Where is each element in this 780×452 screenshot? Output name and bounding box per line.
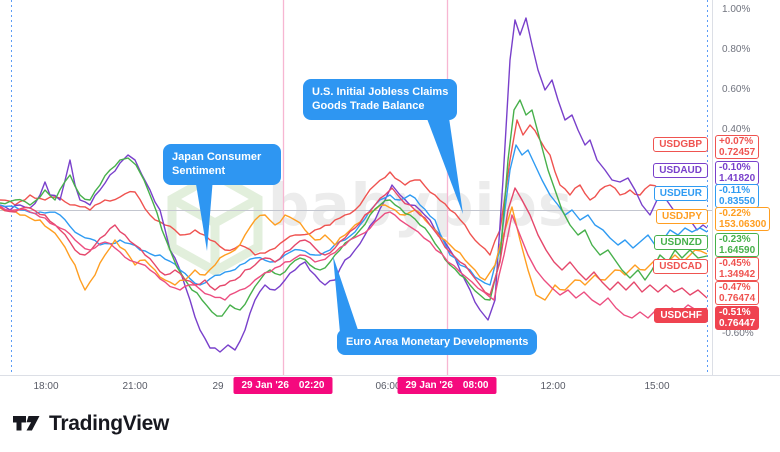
series-line-usdgbp[interactable]: [0, 119, 708, 256]
series-line-usdchf[interactable]: [0, 205, 708, 319]
event-badge-text: 29 Jan '26: [405, 380, 453, 391]
price-label-usdaud[interactable]: -0.10% 1.41820: [715, 161, 760, 185]
event-time-badge[interactable]: 29 Jan '26 02:20: [233, 377, 333, 394]
price-axis-tick: 0.40%: [722, 124, 751, 135]
time-axis-tick: 12:00: [540, 381, 566, 392]
price-label-line: -0.22%: [719, 208, 751, 219]
price-axis[interactable]: 1.00% 0.80% 0.60% 0.40% -0.60% +0.07% 0.72457-…: [712, 0, 780, 375]
price-label-line: 1.34942: [719, 269, 756, 280]
time-axis-tick: 15:00: [644, 381, 670, 392]
event-time-badge[interactable]: 29 Jan '26 08:00: [397, 377, 497, 394]
price-label-line: -0.10%: [719, 162, 751, 173]
price-label-line: -0.23%: [719, 234, 751, 245]
price-label-unnamed[interactable]: -0.47% 0.76474: [715, 281, 760, 305]
time-axis-tick: 21:00: [122, 381, 148, 392]
price-label-line: 153.06300: [719, 219, 767, 230]
us-callout-pointer: [426, 104, 463, 214]
price-axis-tick: 0.60%: [722, 84, 751, 95]
price-label-line: 0.83550: [719, 196, 756, 207]
price-axis-tick: -0.60%: [722, 328, 754, 339]
callout-us-line1: U.S. Initial Jobless Claims: [312, 86, 449, 98]
series-line-usdaud[interactable]: [0, 17, 708, 353]
callout-euro-monetary-developments[interactable]: Euro Area Monetary Developments: [337, 329, 538, 356]
callout-us-line2: Goods Trade Balance: [312, 100, 425, 113]
series-line-usdnzd[interactable]: [0, 99, 708, 317]
price-label-line: -0.11%: [719, 185, 751, 196]
price-axis-tick: 1.00%: [722, 4, 751, 15]
footer-bar: TradingView: [0, 397, 780, 452]
price-label-line: 1.64590: [719, 245, 756, 256]
callout-us-jobless-claims[interactable]: U.S. Initial Jobless Claims Goods Trade …: [303, 79, 458, 120]
price-label-line: 0.76474: [719, 293, 756, 304]
tradingview-logo[interactable]: TradingView: [13, 412, 169, 436]
series-line-usdcad[interactable]: [0, 187, 708, 299]
chart-canvas[interactable]: babypips: [0, 0, 712, 375]
chart-pane[interactable]: babypips Japan Consumer Sentiment U.S. I…: [0, 0, 712, 375]
price-label-line: 0.76447: [719, 318, 756, 329]
callout-japan-consumer-sentiment[interactable]: Japan Consumer Sentiment: [163, 144, 281, 185]
price-label-usdnzd[interactable]: -0.23% 1.64590: [715, 233, 760, 257]
babypips-logo-watermark: [167, 169, 263, 277]
price-axis-tick: 0.80%: [722, 44, 751, 55]
japan-callout-pointer: [195, 178, 213, 251]
price-label-usdchf[interactable]: -0.51% 0.76447: [715, 306, 760, 330]
tradingview-logo-text: TradingView: [49, 412, 170, 435]
euro-callout-pointer: [333, 256, 359, 333]
event-badge-text: 02:20: [298, 380, 325, 391]
series-line-usdjpy[interactable]: [0, 204, 708, 301]
event-badge-text: 29 Jan '26: [241, 380, 289, 391]
time-axis-tick: 18:00: [33, 381, 59, 392]
price-label-line: 1.41820: [719, 173, 756, 184]
price-label-usdeur[interactable]: -0.11% 0.83550: [715, 184, 760, 208]
price-label-line: -0.47%: [719, 282, 751, 293]
tradingview-logo-icon: [13, 416, 40, 431]
price-label-line: -0.51%: [719, 307, 751, 318]
event-badge-text: 08:00: [462, 380, 489, 391]
price-label-usdjpy[interactable]: -0.22% 153.06300: [715, 207, 771, 231]
price-label-line: 0.72457: [719, 147, 756, 158]
time-axis-tick: 06:00: [375, 381, 401, 392]
price-label-usdgbp[interactable]: +0.07% 0.72457: [715, 135, 760, 159]
time-axis[interactable]: 18:00 21:00 29 06:00 12:00 15:00 29 Jan '26 02:…: [0, 375, 780, 398]
time-axis-tick: 29: [212, 381, 224, 392]
price-label-line: +0.07%: [719, 136, 754, 147]
price-label-line: -0.45%: [719, 258, 751, 269]
price-label-usdcad[interactable]: -0.45% 1.34942: [715, 257, 760, 281]
